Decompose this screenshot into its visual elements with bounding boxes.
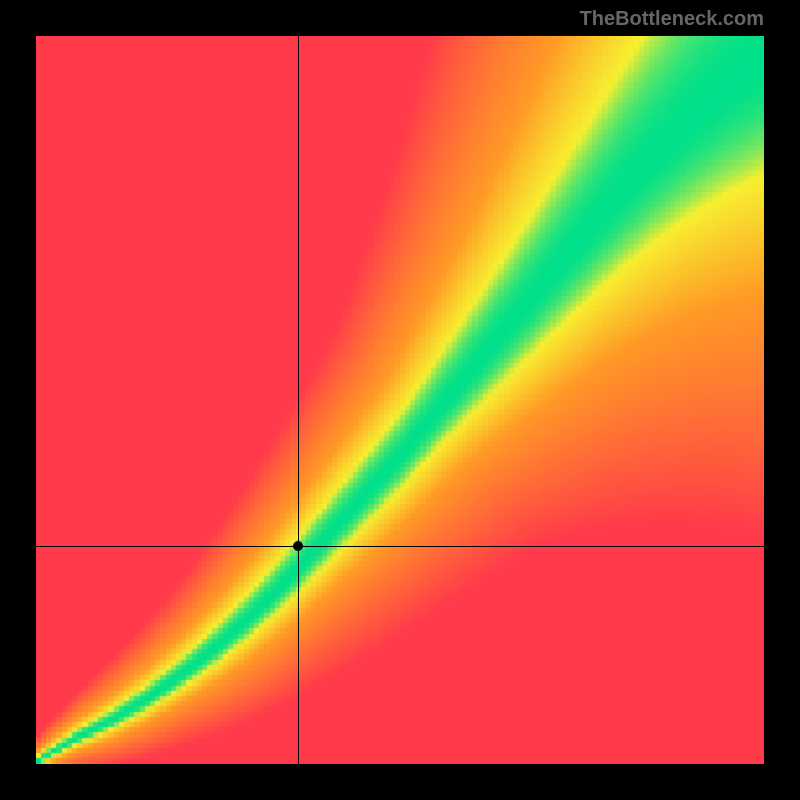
watermark-text: TheBottleneck.com <box>580 8 764 31</box>
plot-area <box>36 36 764 764</box>
heatmap-canvas <box>36 36 764 764</box>
crosshair-marker <box>293 541 303 551</box>
crosshair-horizontal <box>36 546 764 547</box>
crosshair-vertical <box>298 36 299 764</box>
